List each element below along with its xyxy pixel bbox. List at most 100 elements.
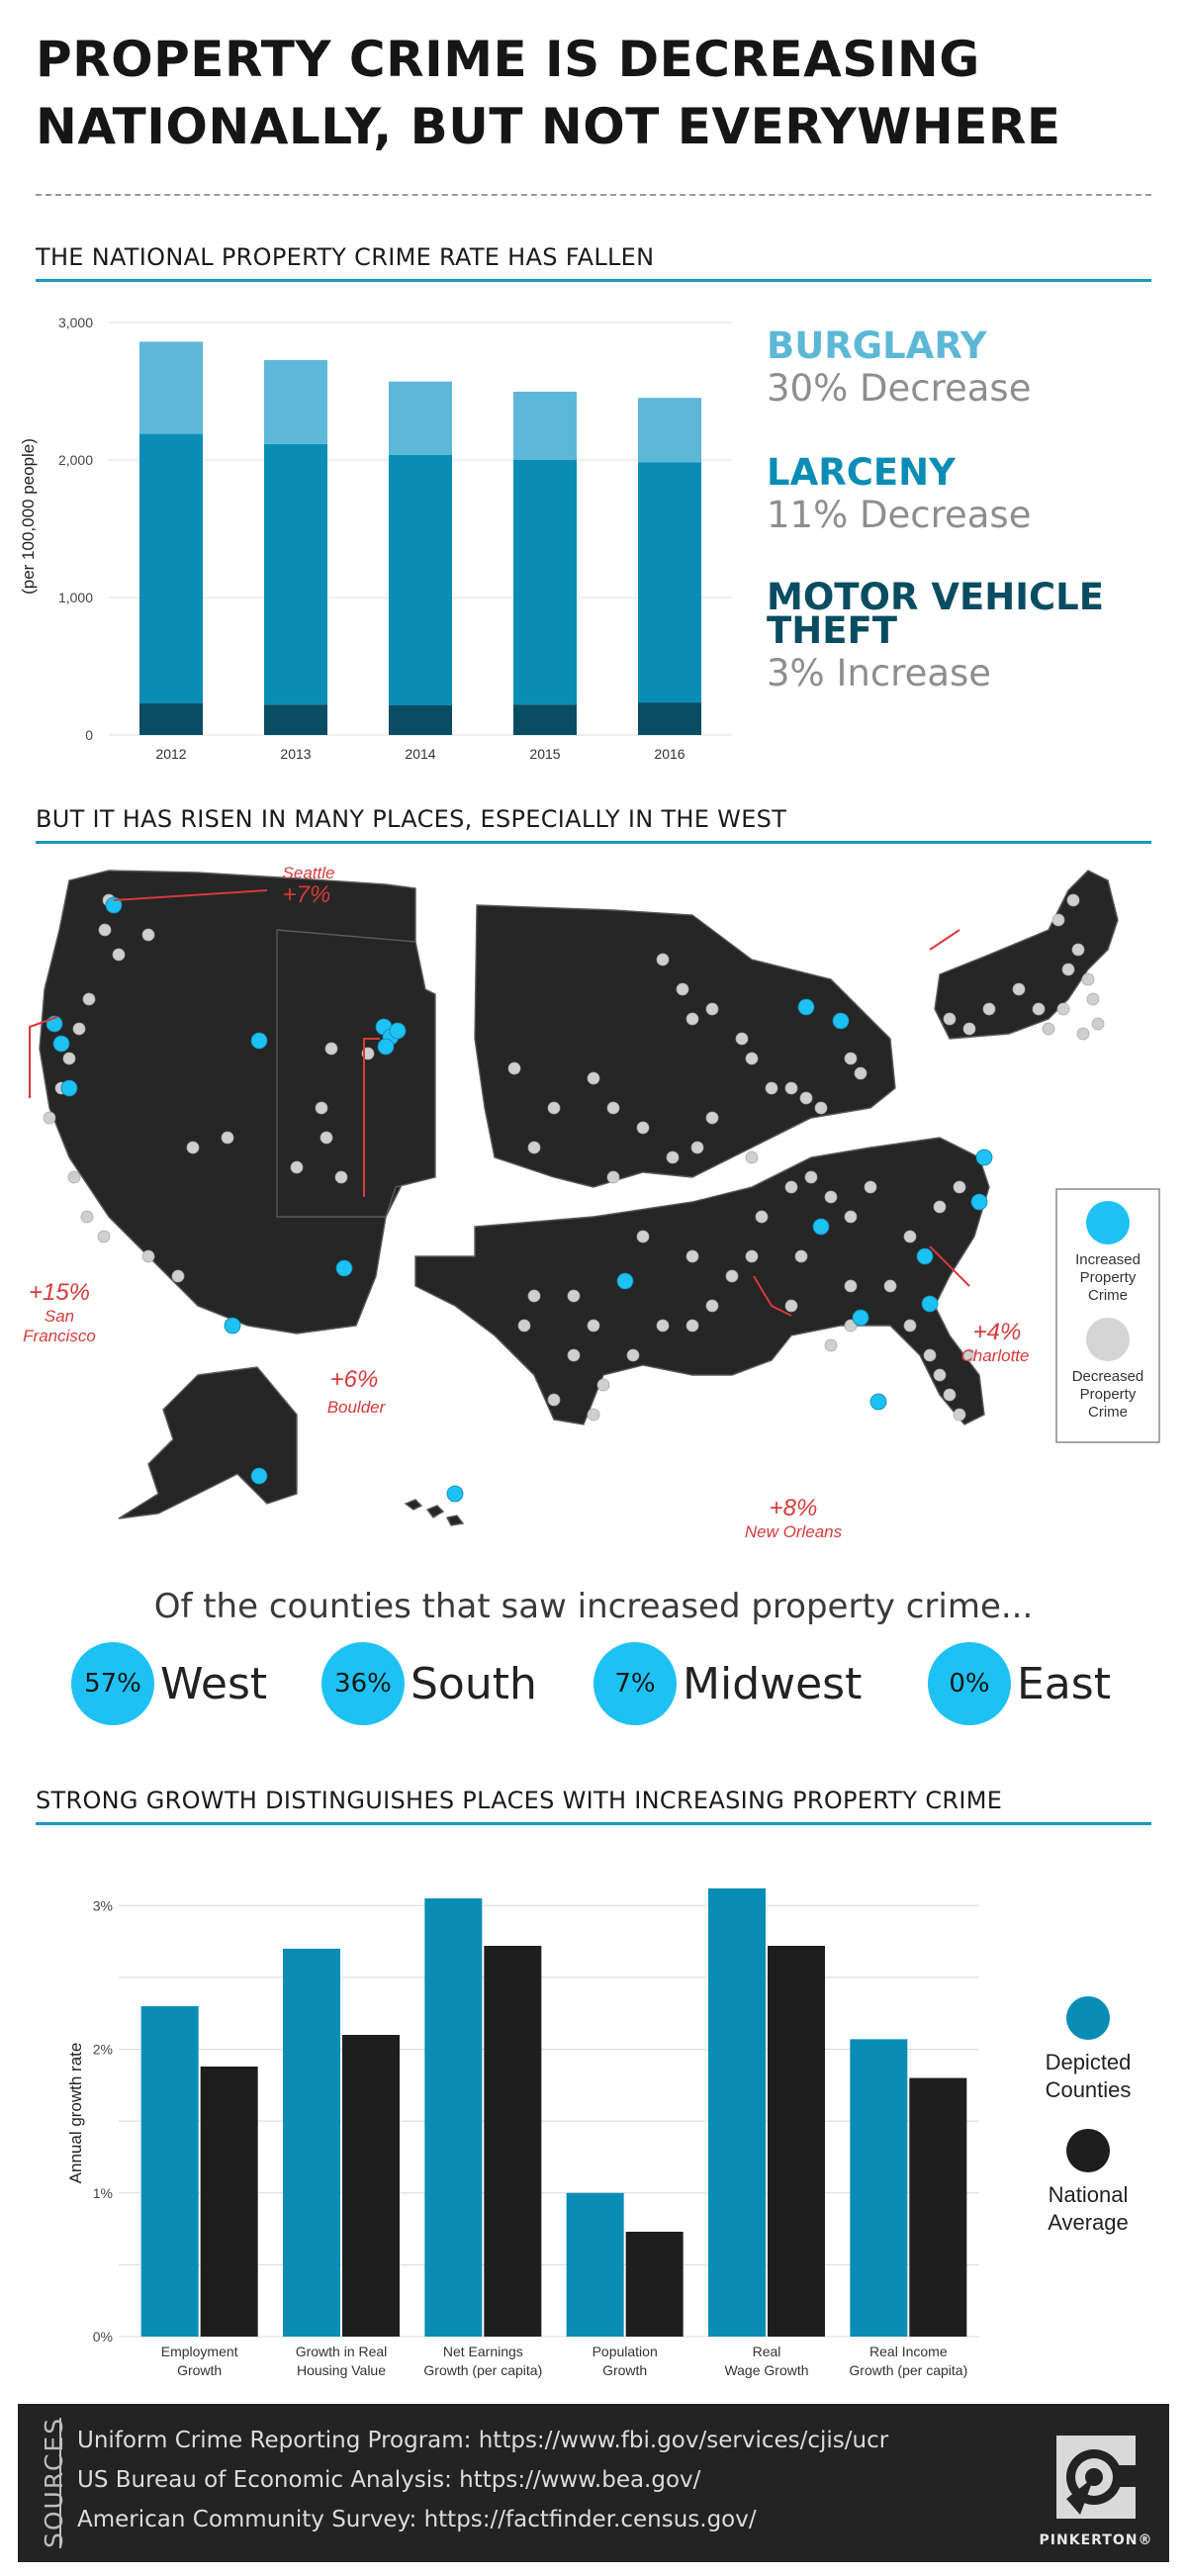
bar (484, 1945, 542, 2337)
county-dot-decreased (587, 1071, 600, 1085)
county-dot-decreased (567, 1348, 581, 1362)
legend-national-1: National (1049, 2182, 1129, 2207)
y-axis-label: (per 100,000 people) (19, 438, 38, 595)
county-dot-decreased (705, 1111, 719, 1125)
county-dot-decreased (1081, 972, 1095, 986)
county-dot-decreased (676, 982, 689, 996)
y-tick-label: 2,000 (58, 452, 93, 468)
county-dot-decreased (547, 1393, 561, 1407)
x-tick-label: Growth (per capita) (423, 2362, 542, 2378)
bar (625, 2231, 684, 2337)
map-landmass (39, 870, 1119, 1526)
county-dot-decreased (62, 1052, 76, 1065)
sf-pct: +15% (29, 1279, 90, 1306)
county-dot-decreased (824, 1190, 838, 1204)
bar-segment (638, 462, 701, 703)
county-dot-decreased (666, 1150, 680, 1164)
x-tick-label: 2013 (280, 746, 311, 762)
bar (708, 1887, 766, 2337)
county-dot-decreased (141, 928, 155, 942)
region-east: 0% East (928, 1642, 1111, 1725)
y-tick-label: 0 (85, 727, 93, 743)
legend-decreased-2: Property (1080, 1386, 1137, 1403)
region-west-pct: 57% (71, 1642, 154, 1725)
bar-segment (264, 359, 327, 444)
bar (200, 2066, 258, 2337)
county-dot-decreased (626, 1348, 640, 1362)
county-dot-increased (250, 1467, 268, 1485)
title-line-2: NATIONALLY, BUT NOT EVERYWHERE (36, 98, 1061, 155)
section-heading-map: BUT IT HAS RISEN IN MANY PLACES, ESPECIA… (36, 805, 1151, 844)
county-dot-decreased (933, 1200, 947, 1214)
county-dot-decreased (755, 1210, 769, 1224)
bar-segment (264, 704, 327, 735)
sf-city-1: San (45, 1307, 74, 1326)
new-orleans-city: New Orleans (745, 1522, 843, 1541)
county-dot-decreased (606, 1170, 620, 1184)
region-midwest: 7% Midwest (594, 1642, 862, 1725)
county-dot-increased (869, 1393, 887, 1411)
county-dot-decreased (745, 1052, 759, 1065)
source-bea[interactable]: US Bureau of Economic Analysis: https://… (77, 2467, 701, 2493)
y-tick-label: 3,000 (58, 315, 93, 330)
county-dot-decreased (656, 1319, 670, 1333)
county-dot-decreased (953, 1180, 966, 1194)
bar-segment (638, 702, 701, 735)
annotation-lines (29, 889, 970, 1317)
x-tick-label: 2016 (654, 746, 685, 762)
x-tick-label: Growth (177, 2362, 222, 2378)
region-midwest-pct: 7% (594, 1642, 677, 1725)
region-west: 57% West (71, 1642, 267, 1725)
title-line-1: PROPERTY CRIME IS DECREASING (36, 31, 980, 88)
charlotte-city: Charlotte (961, 1346, 1030, 1365)
county-dot-decreased (1032, 1002, 1046, 1016)
region-east-pct: 0% (928, 1642, 1011, 1725)
map-legend: Increased Property Crime Decreased Prope… (1055, 1188, 1160, 1443)
burglary-change: 30% Decrease (767, 367, 1032, 410)
depicted-counties-swatch (1066, 1996, 1110, 2040)
county-dot-decreased (1076, 1027, 1090, 1041)
x-tick-label: Real Income (869, 2344, 948, 2359)
bar-segment (389, 454, 452, 705)
x-tick-label: 2012 (155, 746, 186, 762)
county-dot-decreased (587, 1408, 600, 1422)
county-dot-decreased (636, 1230, 650, 1243)
sf-city-2: Francisco (23, 1327, 96, 1345)
motor-vehicle-change: 3% Increase (767, 652, 992, 694)
bar-segment (389, 381, 452, 455)
county-dot-decreased (953, 1408, 966, 1422)
bar-segment (264, 443, 327, 705)
y-tick-label: 1,000 (58, 590, 93, 605)
x-tick-label: Population (593, 2344, 658, 2359)
county-dot-decreased (765, 1081, 778, 1095)
increased-legend-swatch (1086, 1201, 1130, 1244)
x-tick-label: Real (753, 2344, 781, 2359)
county-dot-decreased (814, 1101, 828, 1115)
county-dot-decreased (784, 1180, 798, 1194)
bar (909, 2077, 967, 2337)
bar (342, 2035, 400, 2337)
county-dot-decreased (67, 1170, 81, 1184)
legend-depicted-2: Counties (1046, 2077, 1132, 2102)
bar (283, 1948, 340, 2337)
region-intro: Of the counties that saw increased prope… (153, 1587, 1034, 1626)
bar-segment (139, 433, 203, 704)
county-dot-decreased (112, 948, 126, 962)
county-dot-increased (975, 1149, 993, 1166)
county-dot-decreased (186, 1141, 200, 1154)
county-dot-increased (916, 1247, 934, 1265)
county-dot-decreased (141, 1249, 155, 1263)
source-census[interactable]: American Community Survey: https://factf… (77, 2507, 757, 2532)
y-tick-label: 0% (93, 2329, 113, 2345)
county-dot-increased (921, 1295, 939, 1313)
county-dot-decreased (685, 1319, 699, 1333)
county-dot-decreased (933, 1368, 947, 1382)
bar (140, 2005, 199, 2337)
source-ucr[interactable]: Uniform Crime Reporting Program: https:/… (77, 2428, 889, 2453)
pinkerton-wordmark: PINKERTON® (1039, 2532, 1153, 2548)
larceny-label: LARCENY (767, 451, 956, 494)
x-tick-label: 2015 (529, 746, 560, 762)
burglary-label: BURGLARY (767, 324, 987, 367)
sources-divider (59, 2418, 61, 2548)
county-dot-increased (616, 1272, 634, 1290)
